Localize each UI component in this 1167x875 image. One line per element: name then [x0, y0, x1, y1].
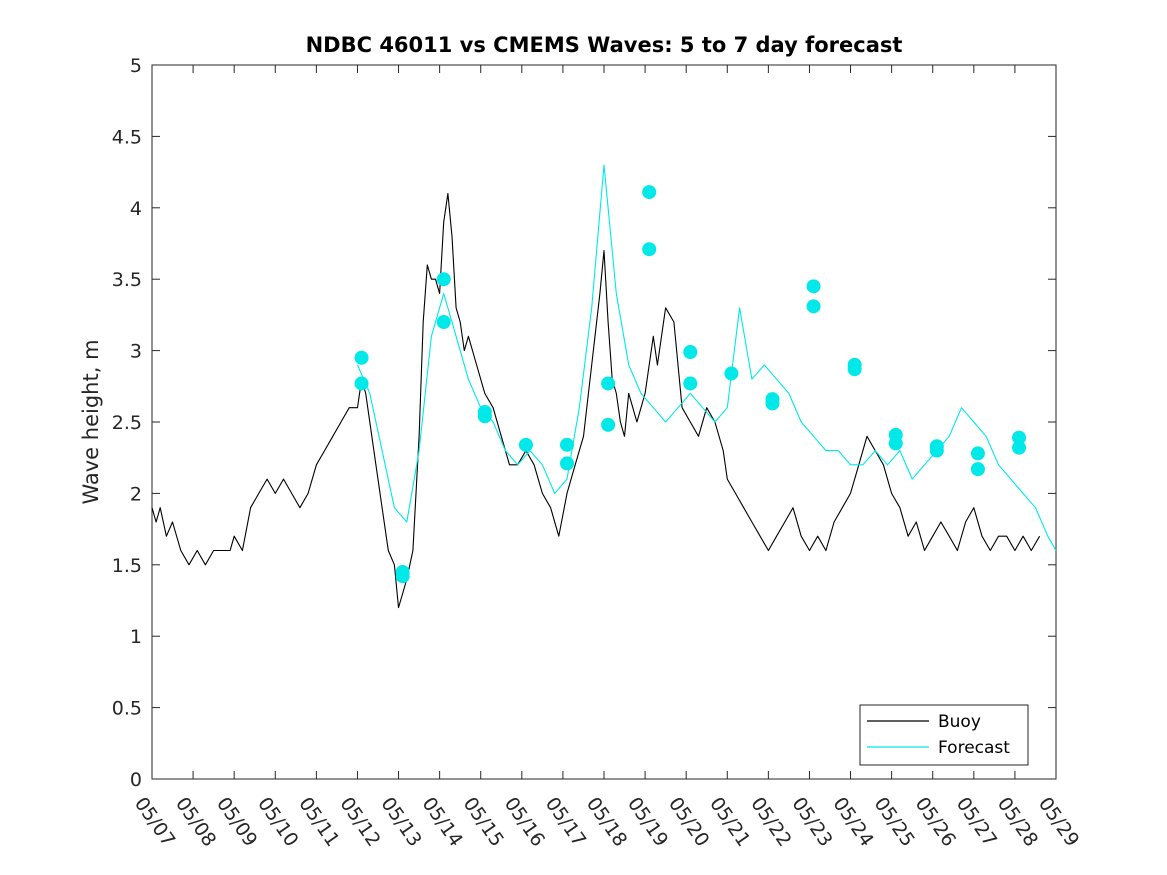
- y-tick-label: 4.5: [112, 126, 142, 148]
- x-tick-label: 05/29: [1034, 793, 1083, 850]
- forecast-marker: [806, 279, 821, 294]
- legend-box: [859, 704, 1029, 766]
- forecast-marker: [436, 315, 451, 330]
- forecast-marker: [683, 376, 698, 391]
- x-tick-label: 05/14: [418, 793, 467, 850]
- x-tick-label: 05/20: [664, 793, 713, 850]
- x-tick-label: 05/17: [541, 793, 590, 850]
- y-tick-label: 3.5: [112, 269, 142, 291]
- x-tick-label: 05/10: [253, 793, 302, 850]
- forecast-marker: [1012, 440, 1027, 455]
- legend-buoy-label: Buoy: [938, 712, 981, 732]
- forecast-marker: [477, 409, 492, 424]
- x-tick-label: 05/24: [828, 793, 877, 850]
- forecast-marker: [354, 376, 369, 391]
- x-tick-label: 05/07: [130, 793, 179, 850]
- forecast-marker: [847, 362, 862, 377]
- x-tick-label: 05/11: [294, 793, 343, 850]
- x-tick-label: 05/28: [993, 793, 1042, 850]
- forecast-marker: [354, 350, 369, 365]
- legend-forecast-label: Forecast: [938, 738, 1010, 758]
- x-tick-label: 05/08: [171, 793, 220, 850]
- forecast-marker: [642, 185, 657, 200]
- y-tick-label: 5: [130, 55, 142, 77]
- forecast-marker: [642, 242, 657, 257]
- legend: Buoy Forecast: [859, 704, 1029, 766]
- y-tick-label: 1: [130, 626, 142, 648]
- x-tick-label: 05/25: [870, 793, 919, 850]
- buoy-line: [151, 192, 1041, 609]
- forecast-marker: [929, 443, 944, 458]
- forecast-marker: [806, 299, 821, 314]
- y-tick-label: 4: [130, 198, 142, 220]
- chart-title: NDBC 46011 vs CMEMS Waves: 5 to 7 day fo…: [306, 33, 903, 57]
- x-tick-label: 05/22: [746, 793, 795, 850]
- forecast-marker: [518, 437, 533, 452]
- x-tick-label: 05/15: [459, 793, 508, 850]
- y-axis-label: Wave height, m: [79, 339, 103, 504]
- forecast-marker: [601, 417, 616, 432]
- buoy-series: [151, 192, 1041, 609]
- forecast-marker: [1012, 430, 1027, 445]
- forecast-marker: [765, 396, 780, 411]
- y-tick-label: 0.5: [112, 698, 142, 720]
- x-tick-label: 05/12: [335, 793, 384, 850]
- forecast-markers: [354, 185, 1027, 584]
- forecast-marker: [395, 569, 410, 584]
- x-tick-label: 05/18: [582, 793, 631, 850]
- x-tick-label: 05/23: [787, 793, 836, 850]
- y-tick-label: 2.5: [112, 412, 142, 434]
- forecast-marker: [724, 366, 739, 381]
- x-tick-label: 05/19: [623, 793, 672, 850]
- forecast-marker: [601, 376, 616, 391]
- x-tick-label: 05/16: [500, 793, 549, 850]
- forecast-marker: [888, 436, 903, 451]
- y-tick-label: 2: [130, 483, 142, 505]
- forecast-marker: [560, 437, 575, 452]
- x-tick-label: 05/26: [911, 793, 960, 850]
- forecast-marker: [560, 456, 575, 471]
- y-axis: 0 0.5 1 1.5 2 2.5 3 3.5 4 4.5 5: [112, 55, 1056, 791]
- forecast-marker: [970, 462, 985, 477]
- forecast-marker: [683, 345, 698, 360]
- x-tick-label: 05/21: [705, 793, 754, 850]
- x-tick-label: 05/13: [376, 793, 425, 850]
- forecast-marker: [436, 272, 451, 287]
- x-tick-label: 05/09: [212, 793, 261, 850]
- y-tick-label: 1.5: [112, 555, 142, 577]
- y-tick-label: 3: [130, 341, 142, 363]
- y-tick-label: 0: [130, 769, 142, 791]
- forecast-marker: [970, 446, 985, 461]
- x-tick-label: 05/27: [952, 793, 1001, 850]
